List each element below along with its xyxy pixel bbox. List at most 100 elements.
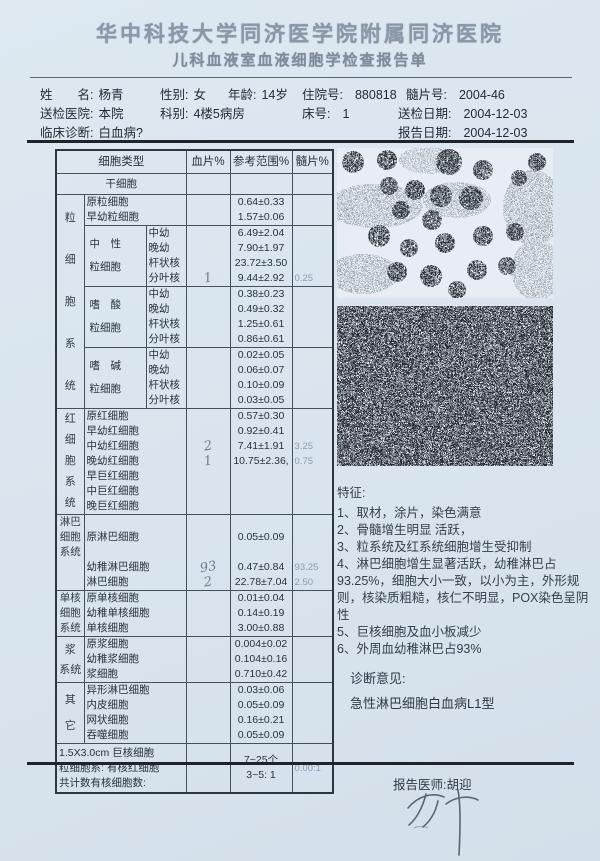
cell-name: 原淋巴细胞	[83, 514, 187, 560]
handwritten-blood-value: 2	[202, 439, 214, 454]
megakaryocyte-line: 1.5X3.0cm 巨核细胞	[59, 746, 155, 759]
bed-number-value: 1	[342, 107, 350, 121]
ref-range-cell: 0.710±0.42	[229, 667, 293, 683]
ref-range-cell: 0.06±0.07	[229, 363, 293, 378]
table-row: 杆状核 23.72±3.50	[56, 256, 334, 271]
diagnosis-section: 诊断意见: 急性淋巴细胞白血病L1型	[350, 668, 590, 712]
marrow-percent-cell	[291, 682, 334, 698]
handwritten-blood-value: 2	[202, 575, 214, 591]
blood-percent-cell	[185, 469, 231, 484]
blood-percent-cell	[185, 347, 231, 363]
blood-percent-cell	[185, 408, 231, 424]
report-title: 儿科血液室血液细胞学检查报告单	[172, 53, 428, 69]
blood-percent-cell	[185, 241, 231, 256]
table-row: 杆状核 0.10±0.09	[56, 378, 334, 393]
system-label-monocyte: 单核 细胞 系统	[56, 590, 84, 637]
marrow-percent-cell	[291, 225, 334, 241]
cell-name: 杆状核	[145, 317, 187, 332]
marrow-percent-cell	[291, 499, 334, 515]
ref-range-cell: 0.104±0.16	[229, 652, 293, 667]
slide-number-value: 2004-46	[458, 88, 505, 102]
blood-percent-cell	[185, 225, 231, 241]
cell-name: 中幼	[145, 225, 187, 241]
slide-number-label: 髓片号:	[406, 88, 447, 102]
marrow-value: 3.25	[294, 441, 314, 452]
cell-name: 中幼	[145, 347, 187, 363]
send-date-label: 送检日期:	[398, 107, 452, 121]
cell-name: 晚幼	[145, 241, 187, 256]
cell-name: 异形淋巴细胞	[83, 682, 187, 698]
cell-name: 吞噬细胞	[83, 728, 187, 744]
table-row: 分叶核 0.86±0.61	[56, 332, 334, 348]
cell-name: 内皮细胞	[83, 698, 187, 713]
cell-name: 晚幼红细胞	[83, 454, 187, 469]
blood-percent-cell: 1	[185, 271, 231, 287]
ref-range-cell: 7~25个 3~5: 1	[229, 743, 293, 793]
micrograph-cells-image	[327, 146, 563, 300]
table-row: 早巨红细胞	[56, 469, 334, 484]
department-value: 4楼5病房	[193, 107, 245, 121]
table-row: 单核细胞 3.00±0.88	[56, 621, 334, 637]
ref-range-cell: 0.64±0.33	[229, 194, 293, 210]
marrow-percent-cell	[291, 173, 334, 195]
report-date-label: 报告日期:	[398, 126, 452, 140]
blood-percent-cell: 93	[185, 560, 231, 575]
department-label: 科别:	[160, 107, 189, 121]
table-row: 吞噬细胞 0.05±0.09	[56, 728, 334, 744]
marrow-value: 0.25	[294, 273, 314, 284]
system-label-text: 单核 细胞 系统	[59, 592, 81, 634]
table-row: 粒 细 胞 系 统 原粒细胞 0.64±0.33	[56, 194, 334, 409]
ref-range-cell: 0.86±0.61	[229, 332, 293, 348]
col-header-cell-type: 细胞类型	[98, 155, 145, 168]
system-label-spacer	[56, 560, 84, 575]
send-hospital-label: 送检医院:	[40, 107, 94, 121]
cell-name: 早幼粒细胞	[83, 210, 187, 226]
age-value: 14岁	[261, 88, 288, 102]
table-row: 嗜 碱 粒细胞 中幼 0.02±0.05	[56, 347, 334, 409]
blood-percent-cell	[185, 499, 231, 515]
marrow-percent-cell	[291, 302, 334, 317]
blood-percent-cell: 1	[185, 454, 231, 469]
marrow-percent-cell	[291, 332, 334, 348]
summary-text-cell: 1.5X3.0cm 巨核细胞 粒细胞系: 有核红细胞 共计数有核细胞数:	[56, 743, 187, 793]
system-label-text: 红 细 胞 系 统	[64, 413, 76, 509]
table-row: 红 细 胞 系 统 原红细胞 0.57±0.30	[56, 408, 334, 515]
cell-name: 干细胞	[56, 173, 187, 195]
blood-percent-cell	[185, 484, 231, 499]
blood-percent-cell	[185, 210, 231, 226]
marrow-percent-cell	[291, 424, 334, 439]
hospital-title: 华中科技大学同济医学院附属同济医院	[96, 22, 504, 46]
table-row: 中 性 粒细胞 中幼 6.49±2.04	[56, 225, 334, 287]
clinical-diagnosis: 临床诊断: 白血病?	[40, 122, 143, 141]
table-row: 早幼红细胞 0.92±0.41	[56, 424, 334, 439]
marrow-percent-cell	[291, 256, 334, 271]
table-row: 分叶核 1 9.44±2.92 0.25	[56, 271, 334, 287]
ref-range-cell: 0.05±0.09	[229, 514, 293, 560]
table-row: 幼稚单核细胞 0.14±0.19	[56, 606, 334, 621]
cell-name: 幼稚浆细胞	[83, 652, 187, 667]
ref-range-cell: 0.47±0.84	[229, 560, 293, 575]
ref-range-cell	[229, 469, 293, 484]
subgroup-label-basophil: 嗜 碱 粒细胞	[83, 347, 146, 409]
blood-percent-cell	[185, 286, 231, 302]
ref-range-cell: 7.41±1.91	[229, 439, 293, 454]
blood-percent-cell	[185, 332, 231, 348]
marrow-percent-cell: 93.25	[291, 560, 334, 575]
cell-count-table: 细胞类型 血片% 参考范围% 髓片% 干细胞 粒 细 胞 系 统 原粒细胞 0.…	[55, 149, 335, 794]
report-date: 报告日期: 2004-12-03	[398, 122, 527, 141]
blood-percent-cell	[185, 590, 231, 606]
table-row: 淋巴 细胞 系统 原淋巴细胞 0.05±0.09	[56, 514, 334, 560]
marrow-percent-cell: 0.25	[291, 271, 334, 287]
ref-range-cell: 0.92±0.41	[229, 424, 293, 439]
cell-name: 中巨红细胞	[83, 484, 187, 499]
cell-name: 早巨红细胞	[83, 469, 187, 484]
ref-range-cell	[229, 499, 293, 515]
marrow-percent-cell	[291, 652, 334, 667]
blood-percent-cell	[185, 256, 231, 271]
table-row: 早幼粒细胞 1.57±0.06	[56, 210, 334, 226]
signature-icon	[407, 789, 479, 856]
report-date-value: 2004-12-03	[463, 126, 528, 140]
ref-range-cell: 0.05±0.09	[229, 728, 293, 744]
marrow-percent-cell: 2.50	[291, 575, 334, 591]
